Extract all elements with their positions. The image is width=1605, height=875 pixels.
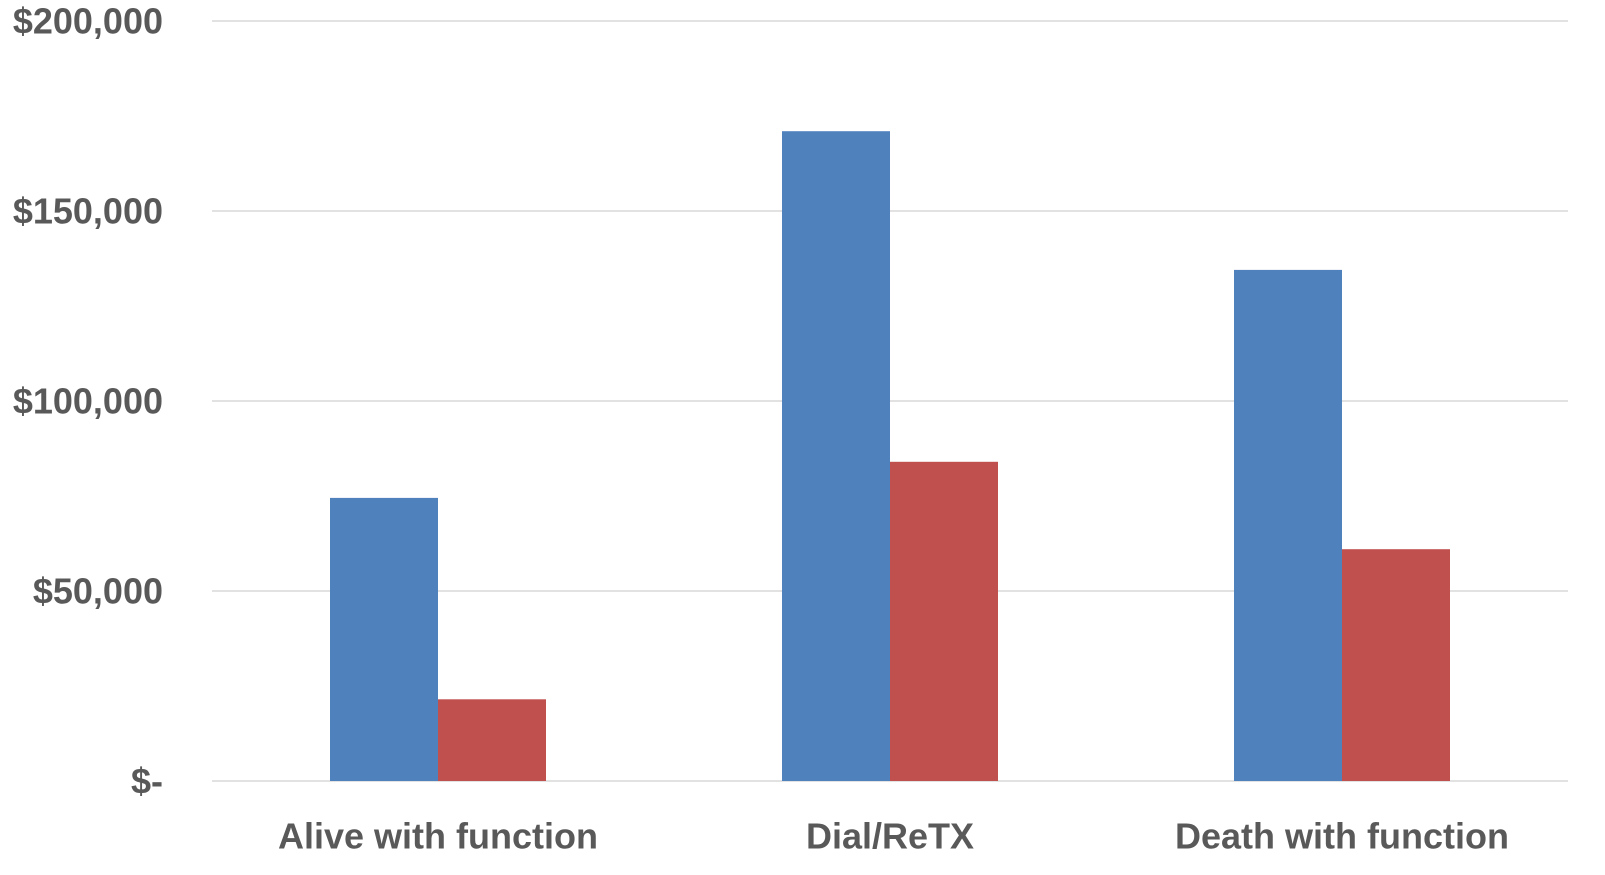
bars <box>330 131 1450 781</box>
bar-series-2-0 <box>438 699 546 781</box>
y-axis: $- $50,000 $100,000 $150,000 $200,000 <box>13 1 163 802</box>
x-category-label: Alive with function <box>278 816 598 857</box>
bar-series-1-2 <box>1234 269 1342 781</box>
y-tick-label: $- <box>131 761 163 802</box>
y-tick-label: $200,000 <box>13 1 163 42</box>
y-tick-label: $50,000 <box>33 571 163 612</box>
bar-series-1-1 <box>782 131 890 781</box>
bar-series-2-1 <box>890 461 998 781</box>
y-tick-label: $100,000 <box>13 381 163 422</box>
bar-series-2-2 <box>1342 549 1450 781</box>
bar-series-1-0 <box>330 497 438 781</box>
x-axis: Alive with function Dial/ReTX Death with f… <box>278 816 1509 857</box>
y-tick-label: $150,000 <box>13 191 163 232</box>
x-category-label: Dial/ReTX <box>806 816 974 857</box>
x-category-label: Death with function <box>1175 816 1509 857</box>
